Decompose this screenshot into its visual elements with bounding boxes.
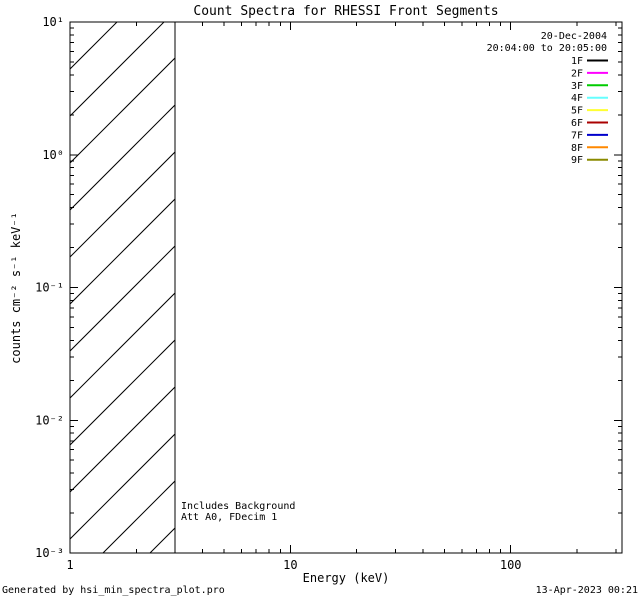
hatch-line — [70, 104, 176, 211]
legend-label: 1F — [571, 56, 583, 67]
legend-entry: 1F — [571, 56, 608, 67]
legend-entry: 4F — [571, 93, 608, 104]
y-tick-label: 10⁰ — [42, 148, 64, 162]
legend-entry: 5F — [571, 106, 608, 117]
y-tick-label: 10¹ — [42, 15, 64, 29]
hatch-line — [149, 527, 176, 553]
y-tick-label: 10⁻³ — [35, 546, 64, 560]
annotation-attenuator-decimation: Att A0, FDecim 1 — [181, 512, 277, 523]
hatch-line — [70, 57, 176, 164]
legend-entry: 7F — [571, 130, 608, 141]
legend-entry: 6F — [571, 118, 608, 129]
footer-timestamp: 13-Apr-2023 00:21 — [536, 585, 638, 596]
y-tick-label: 10⁻¹ — [35, 281, 64, 295]
hatch-line — [70, 433, 176, 540]
y-tick-label: 10⁻² — [35, 413, 64, 427]
legend-time-range: 20:04:00 to 20:05:00 — [487, 43, 607, 54]
legend-entry: 2F — [571, 68, 608, 79]
chart-title: Count Spectra for RHESSI Front Segments — [193, 4, 498, 19]
annotation-includes-background: Includes Background — [181, 501, 295, 512]
legend-label: 3F — [571, 81, 583, 92]
hatch-line — [70, 292, 176, 399]
x-tick-label: 100 — [500, 558, 522, 572]
hatch-line — [70, 245, 176, 352]
hatch-line — [102, 480, 176, 553]
plot-box — [69, 21, 623, 554]
legend-label: 8F — [571, 143, 583, 154]
hatch-line — [70, 22, 165, 117]
legend-entry: 8F — [571, 143, 608, 154]
legend-label: 5F — [571, 106, 583, 117]
x-axis-label: Energy (keV) — [303, 571, 390, 585]
legend-date: 20-Dec-2004 — [541, 31, 607, 42]
x-tick-label: 1 — [66, 558, 73, 572]
hatched-region — [70, 22, 176, 553]
legend-entry: 9F — [571, 155, 608, 166]
footer-generated-by: Generated by hsi_min_spectra_plot.pro — [2, 585, 225, 596]
legend-entry: 3F — [571, 81, 608, 92]
legend-label: 4F — [571, 93, 583, 104]
legend-label: 6F — [571, 118, 583, 129]
legend-label: 9F — [571, 155, 583, 166]
x-tick-label: 10 — [283, 558, 297, 572]
hatch-line — [70, 386, 176, 493]
legend-label: 7F — [571, 130, 583, 141]
hatch-line — [70, 198, 176, 305]
y-axis-label: counts cm⁻² s⁻¹ keV⁻¹ — [9, 212, 23, 364]
legend-label: 2F — [571, 68, 583, 79]
